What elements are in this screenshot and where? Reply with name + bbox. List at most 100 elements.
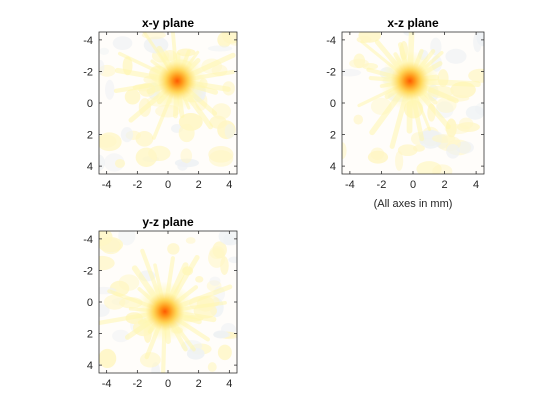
y-tick-label: 2: [330, 130, 336, 142]
heatmap-blob: [99, 348, 117, 369]
y-tick-label: 0: [330, 98, 336, 110]
x-tick-label: -4: [102, 179, 112, 191]
y-tick-label: 4: [87, 360, 93, 372]
heatmap-blob: [99, 59, 105, 75]
heatmap-blob: [475, 102, 484, 116]
heatmap-blob: [185, 237, 196, 244]
x-tick-label: 0: [165, 378, 171, 390]
x-tick-label: 0: [410, 179, 416, 191]
y-tick-label: -2: [326, 66, 336, 78]
heatmap-blob: [228, 256, 237, 264]
heatmap-blob: [99, 237, 124, 253]
x-tick-label: 2: [441, 179, 447, 191]
heatmap-blob: [103, 294, 126, 310]
x-tick-label: 0: [165, 179, 171, 191]
heatmap-peak: [147, 50, 208, 111]
heatmap-blob: [207, 362, 217, 372]
heatmap-blob: [445, 48, 467, 64]
heatmap-blob: [178, 123, 195, 143]
heatmap-blob: [224, 123, 235, 139]
heatmap-blob: [229, 39, 237, 46]
subplot-title: x-z plane: [387, 16, 439, 30]
x-tick-label: -2: [132, 179, 142, 191]
x-tick-label: -4: [345, 179, 355, 191]
x-tick-label: -2: [132, 378, 142, 390]
x-tick-label: 4: [473, 179, 479, 191]
heatmap-blob: [186, 347, 205, 360]
y-tick-label: -2: [83, 66, 93, 78]
heatmap-blob: [465, 105, 484, 120]
x-tick-label: 2: [196, 179, 202, 191]
heatmap-blob: [177, 161, 188, 171]
heatmap-blob: [195, 276, 204, 283]
heatmap-blob: [208, 248, 226, 268]
heatmap-field: [342, 32, 484, 174]
heatmap-blob: [139, 352, 161, 368]
y-tick-label: -4: [83, 35, 93, 47]
heatmap-field: [99, 32, 237, 174]
heatmap-blob: [211, 103, 231, 120]
heatmap-blob: [468, 68, 484, 83]
y-tick-label: 0: [87, 297, 93, 309]
heatmap-blob: [99, 132, 122, 152]
y-tick-label: -4: [83, 234, 93, 246]
heatmap-blob: [209, 276, 221, 286]
heatmap-blob: [413, 144, 425, 152]
y-tick-label: 2: [87, 130, 93, 142]
heatmap-blob: [118, 231, 136, 246]
heatmap-blob: [456, 122, 480, 132]
heatmap-blob: [367, 150, 389, 164]
x-tick-label: -2: [377, 179, 387, 191]
heatmap-blob: [124, 89, 141, 105]
x-tick-label: 4: [226, 179, 232, 191]
heatmap-blob: [221, 32, 237, 44]
heatmap-blob: [349, 58, 369, 69]
y-tick-label: -4: [326, 35, 336, 47]
y-tick-label: 4: [330, 161, 336, 173]
heatmap-blob: [342, 142, 347, 160]
heatmap-blob: [99, 47, 110, 55]
heatmap-blob: [218, 231, 237, 246]
heatmap-blob: [118, 274, 140, 291]
x-tick-label: 2: [196, 378, 202, 390]
heatmap-blob: [206, 280, 222, 292]
x-tick-label: 4: [226, 378, 232, 390]
heatmap-blob: [180, 148, 193, 164]
y-tick-label: 0: [87, 98, 93, 110]
heatmap-peak: [379, 50, 440, 111]
heatmap-blob: [209, 246, 225, 260]
heatmap-blob: [473, 32, 482, 53]
subplot-1: -4 -2 0 2 4 -4 -2 0 2 4 x-y plane: [83, 16, 238, 191]
heatmap-blob: [353, 114, 364, 125]
axes-units-note: (All axes in mm): [374, 198, 453, 210]
y-tick-label: -2: [83, 265, 93, 277]
heatmap-field: [99, 231, 237, 373]
heatmap-blob: [213, 331, 231, 339]
heatmap-blob: [397, 144, 418, 157]
heatmap-blob: [431, 134, 456, 143]
heatmap-blob: [112, 329, 130, 343]
subplot-title: x-y plane: [142, 16, 194, 30]
y-tick-label: 4: [87, 161, 93, 173]
subplot-3: -4 -2 0 2 4 -4 -2 0 2 4 y-z plane: [83, 215, 238, 390]
heatmap-blob: [99, 154, 105, 171]
heatmap-blob: [105, 79, 115, 100]
heatmap-blob: [432, 164, 453, 174]
heatmap-blob: [112, 36, 133, 50]
x-tick-label: -4: [102, 378, 112, 390]
heatmap-blob: [114, 158, 126, 168]
heatmap-peak: [134, 281, 195, 342]
heatmap-blob: [356, 35, 372, 44]
heatmap-blob: [208, 145, 234, 163]
heatmap-blob: [135, 147, 157, 168]
subplot-title: y-z plane: [142, 215, 194, 229]
heatmap-blob: [217, 344, 232, 361]
heatmap-blob: [207, 45, 233, 52]
heatmap-blob: [120, 127, 134, 143]
heatmap-blob: [395, 151, 404, 171]
y-tick-label: 2: [87, 329, 93, 341]
heatmap-blob: [446, 144, 460, 159]
heatmap-blob: [99, 255, 115, 271]
subplot-2: -4 -2 0 2 4 -4 -2 0 2 4 x-z plane (All axes in mm): [326, 16, 485, 210]
